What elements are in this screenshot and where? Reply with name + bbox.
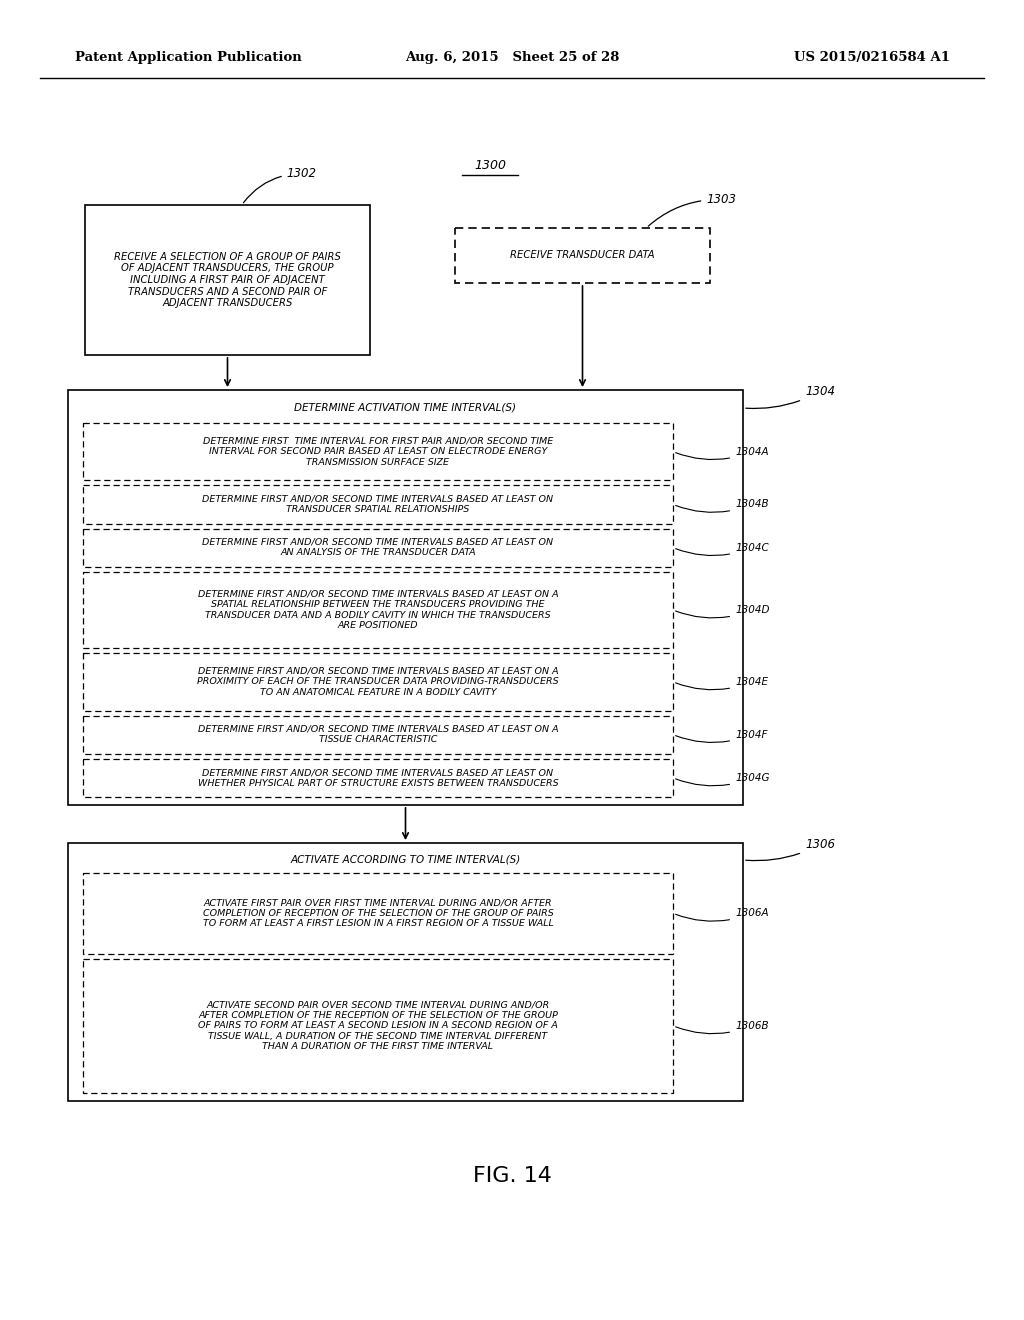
Bar — [83, 486, 673, 524]
Text: 1304C: 1304C — [676, 543, 769, 556]
Text: DETERMINE ACTIVATION TIME INTERVAL(S): DETERMINE ACTIVATION TIME INTERVAL(S) — [295, 403, 516, 413]
Bar — [83, 572, 673, 648]
Text: 1304B: 1304B — [676, 499, 769, 512]
Bar — [83, 715, 673, 754]
Text: ACTIVATE ACCORDING TO TIME INTERVAL(S): ACTIVATE ACCORDING TO TIME INTERVAL(S) — [291, 855, 520, 865]
Text: 1304: 1304 — [745, 385, 835, 408]
Text: DETERMINE FIRST AND/OR SECOND TIME INTERVALS BASED AT LEAST ON A
PROXIMITY OF EA: DETERMINE FIRST AND/OR SECOND TIME INTER… — [198, 667, 559, 697]
Bar — [68, 843, 743, 1101]
Text: 1304F: 1304F — [676, 730, 768, 742]
Text: DETERMINE FIRST  TIME INTERVAL FOR FIRST PAIR AND/OR SECOND TIME
INTERVAL FOR SE: DETERMINE FIRST TIME INTERVAL FOR FIRST … — [203, 437, 553, 466]
Text: ACTIVATE FIRST PAIR OVER FIRST TIME INTERVAL DURING AND/OR AFTER
COMPLETION OF R: ACTIVATE FIRST PAIR OVER FIRST TIME INTE… — [203, 899, 553, 928]
Text: Patent Application Publication: Patent Application Publication — [75, 51, 302, 65]
Bar — [83, 528, 673, 566]
Bar — [83, 653, 673, 710]
Text: RECEIVE TRANSDUCER DATA: RECEIVE TRANSDUCER DATA — [510, 251, 654, 260]
Text: 1304G: 1304G — [676, 774, 769, 785]
Text: 1300: 1300 — [474, 158, 506, 172]
Text: DETERMINE FIRST AND/OR SECOND TIME INTERVALS BASED AT LEAST ON A
TISSUE CHARACTE: DETERMINE FIRST AND/OR SECOND TIME INTER… — [198, 725, 558, 744]
Text: RECEIVE A SELECTION OF A GROUP OF PAIRS
OF ADJACENT TRANSDUCERS, THE GROUP
INCLU: RECEIVE A SELECTION OF A GROUP OF PAIRS … — [114, 252, 341, 308]
Text: 1304E: 1304E — [676, 677, 768, 690]
Bar — [83, 759, 673, 797]
Text: DETERMINE FIRST AND/OR SECOND TIME INTERVALS BASED AT LEAST ON
WHETHER PHYSICAL : DETERMINE FIRST AND/OR SECOND TIME INTER… — [198, 768, 558, 788]
Text: 1306A: 1306A — [676, 908, 769, 921]
Bar — [85, 205, 370, 355]
Text: Aug. 6, 2015   Sheet 25 of 28: Aug. 6, 2015 Sheet 25 of 28 — [404, 51, 620, 65]
Bar — [455, 228, 710, 282]
Bar — [83, 873, 673, 953]
Text: 1304A: 1304A — [676, 446, 769, 459]
Text: 1306B: 1306B — [676, 1020, 769, 1034]
Text: DETERMINE FIRST AND/OR SECOND TIME INTERVALS BASED AT LEAST ON A
SPATIAL RELATIO: DETERMINE FIRST AND/OR SECOND TIME INTER… — [198, 590, 558, 630]
Text: DETERMINE FIRST AND/OR SECOND TIME INTERVALS BASED AT LEAST ON
TRANSDUCER SPATIA: DETERMINE FIRST AND/OR SECOND TIME INTER… — [203, 495, 554, 515]
Text: ACTIVATE SECOND PAIR OVER SECOND TIME INTERVAL DURING AND/OR
AFTER COMPLETION OF: ACTIVATE SECOND PAIR OVER SECOND TIME IN… — [198, 1001, 558, 1051]
Text: 1306: 1306 — [745, 838, 835, 861]
Text: 1304D: 1304D — [676, 605, 769, 618]
Text: 1302: 1302 — [244, 168, 316, 203]
Text: DETERMINE FIRST AND/OR SECOND TIME INTERVALS BASED AT LEAST ON
AN ANALYSIS OF TH: DETERMINE FIRST AND/OR SECOND TIME INTER… — [203, 539, 554, 557]
Text: US 2015/0216584 A1: US 2015/0216584 A1 — [794, 51, 950, 65]
Bar — [68, 389, 743, 805]
Bar — [83, 958, 673, 1093]
Text: FIG. 14: FIG. 14 — [472, 1166, 552, 1185]
Bar — [83, 422, 673, 480]
Text: 1303: 1303 — [648, 193, 736, 226]
